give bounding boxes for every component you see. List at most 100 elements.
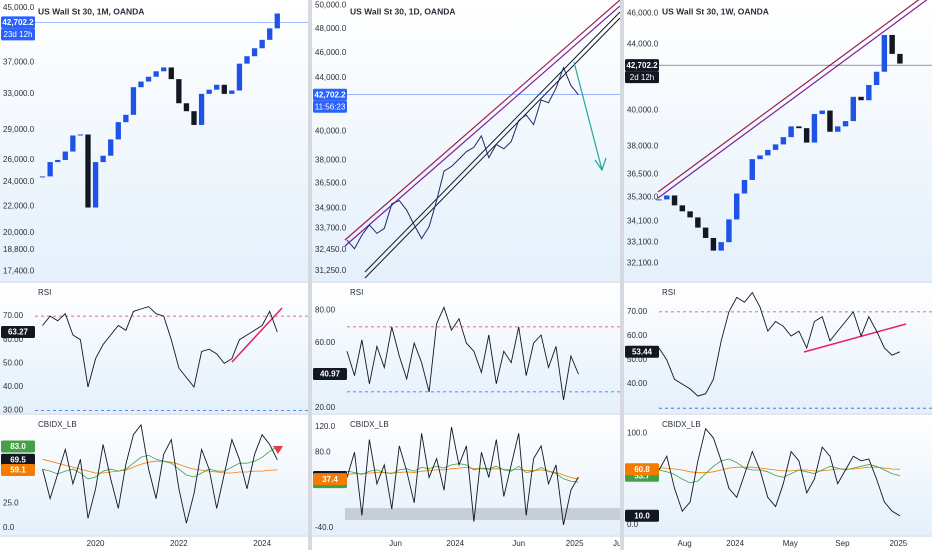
candle bbox=[274, 13, 280, 29]
rsi-value-label-box bbox=[625, 345, 659, 358]
chart-title: US Wall St 30, 1M, OANDA bbox=[38, 6, 144, 16]
channel-line bbox=[364, 11, 620, 273]
candle bbox=[206, 89, 212, 94]
y-tick-label: -40.0 bbox=[315, 523, 334, 532]
y-tick-label: 32,100.0 bbox=[627, 259, 659, 268]
candle bbox=[161, 67, 167, 72]
candle bbox=[145, 76, 152, 82]
candle bbox=[70, 135, 76, 152]
candle bbox=[85, 134, 91, 208]
cbidx-value-label: 60.8 bbox=[634, 465, 650, 474]
y-tick-label: 0.0 bbox=[3, 523, 15, 532]
y-tick-label: 40.00 bbox=[3, 382, 24, 391]
candle bbox=[796, 126, 802, 129]
candle bbox=[100, 155, 106, 163]
x-tick-label: May bbox=[783, 539, 798, 548]
candle bbox=[850, 96, 857, 122]
y-tick-label: 60.00 bbox=[315, 338, 336, 347]
y-tick-label: 100.0 bbox=[627, 428, 648, 437]
series-line bbox=[346, 426, 579, 525]
y-tick-label: 30.00 bbox=[3, 406, 24, 415]
series-line bbox=[346, 66, 579, 250]
rsi-value-label: 53.44 bbox=[632, 347, 653, 356]
y-tick-label: 20,000.0 bbox=[3, 228, 35, 237]
y-tick-label: 120.0 bbox=[315, 422, 336, 431]
y-tick-label: 29,000.0 bbox=[3, 125, 35, 134]
candle bbox=[62, 151, 68, 160]
countdown: 23d 12h bbox=[4, 30, 33, 39]
rsi-value-label-box bbox=[1, 325, 35, 338]
y-tick-label: 32,450.0 bbox=[315, 245, 347, 254]
series-line bbox=[658, 427, 901, 517]
cbidx-value-label-box bbox=[625, 509, 659, 522]
candle bbox=[130, 87, 137, 115]
trend-line bbox=[803, 323, 907, 353]
countdown-box bbox=[625, 71, 659, 84]
candle bbox=[889, 34, 895, 54]
candle bbox=[811, 114, 818, 143]
y-tick-label: 38,000.0 bbox=[315, 156, 347, 165]
candle bbox=[176, 79, 182, 104]
y-tick-label: 34,100.0 bbox=[627, 217, 659, 226]
panel-bg bbox=[0, 0, 308, 281]
rsi-value-label: 40.97 bbox=[320, 370, 341, 379]
candle bbox=[741, 179, 748, 194]
candle bbox=[866, 84, 872, 101]
y-tick-label: 60.00 bbox=[3, 335, 24, 344]
candle bbox=[115, 122, 121, 140]
y-tick-label: 38,000.0 bbox=[627, 141, 659, 150]
candle bbox=[803, 128, 810, 143]
candle bbox=[788, 126, 794, 138]
candle bbox=[656, 199, 662, 201]
x-tick-label: Aug bbox=[678, 539, 692, 548]
panel-title: CBIDX_LB bbox=[38, 420, 77, 429]
candle bbox=[267, 28, 273, 40]
cbidx-value-label: 53.7 bbox=[634, 471, 650, 480]
candle bbox=[842, 121, 849, 127]
y-tick-label: 50.00 bbox=[627, 355, 648, 364]
candle bbox=[39, 176, 46, 178]
y-tick-label: 80.0 bbox=[315, 447, 331, 456]
candle bbox=[710, 237, 717, 251]
candle bbox=[664, 195, 670, 200]
arrow bbox=[573, 61, 603, 171]
y-tick-label: 0.0 bbox=[627, 520, 639, 529]
x-tick-label: 2024 bbox=[726, 539, 744, 548]
cbidx-value-label-box bbox=[1, 440, 35, 453]
cbidx-value-label-box bbox=[625, 463, 659, 476]
y-tick-label: 48,000.0 bbox=[315, 24, 347, 33]
cbidx-value-label-box bbox=[313, 473, 347, 486]
channel-line bbox=[657, 0, 928, 199]
y-tick-label: 33,000.0 bbox=[3, 89, 35, 98]
candle bbox=[858, 96, 864, 101]
candle bbox=[835, 126, 841, 132]
cbidx-value-label: 83.0 bbox=[10, 442, 26, 451]
y-tick-label: 25.0 bbox=[3, 499, 19, 508]
series-line bbox=[658, 458, 901, 484]
y-tick-label: 17,400.0 bbox=[3, 266, 35, 275]
channel-line bbox=[344, 0, 620, 241]
candle bbox=[881, 34, 888, 72]
y-tick-label: 35,300.0 bbox=[627, 193, 659, 202]
x-tick-label: Jun bbox=[613, 539, 620, 548]
y-tick-label: 45,000.0 bbox=[3, 3, 35, 12]
chart-title: US Wall St 30, 1W, OANDA bbox=[662, 6, 769, 16]
x-tick-label: Sep bbox=[835, 539, 850, 548]
candle bbox=[55, 159, 61, 163]
candle bbox=[183, 103, 190, 112]
y-tick-label: 46,000.0 bbox=[315, 48, 347, 57]
y-tick-label: 31,250.0 bbox=[315, 266, 347, 275]
candle bbox=[702, 227, 709, 238]
candle bbox=[733, 193, 740, 220]
candle bbox=[726, 219, 732, 243]
channel-line bbox=[364, 17, 620, 279]
current-price-label: 42,702.2 bbox=[626, 61, 658, 70]
candle bbox=[138, 81, 144, 88]
rsi-value-label: 63.27 bbox=[8, 328, 29, 337]
cbidx-value-label: 10.0 bbox=[634, 511, 650, 520]
candle bbox=[251, 48, 258, 57]
y-tick-label: 50.00 bbox=[3, 358, 24, 367]
y-tick-label: 36,500.0 bbox=[315, 178, 347, 187]
